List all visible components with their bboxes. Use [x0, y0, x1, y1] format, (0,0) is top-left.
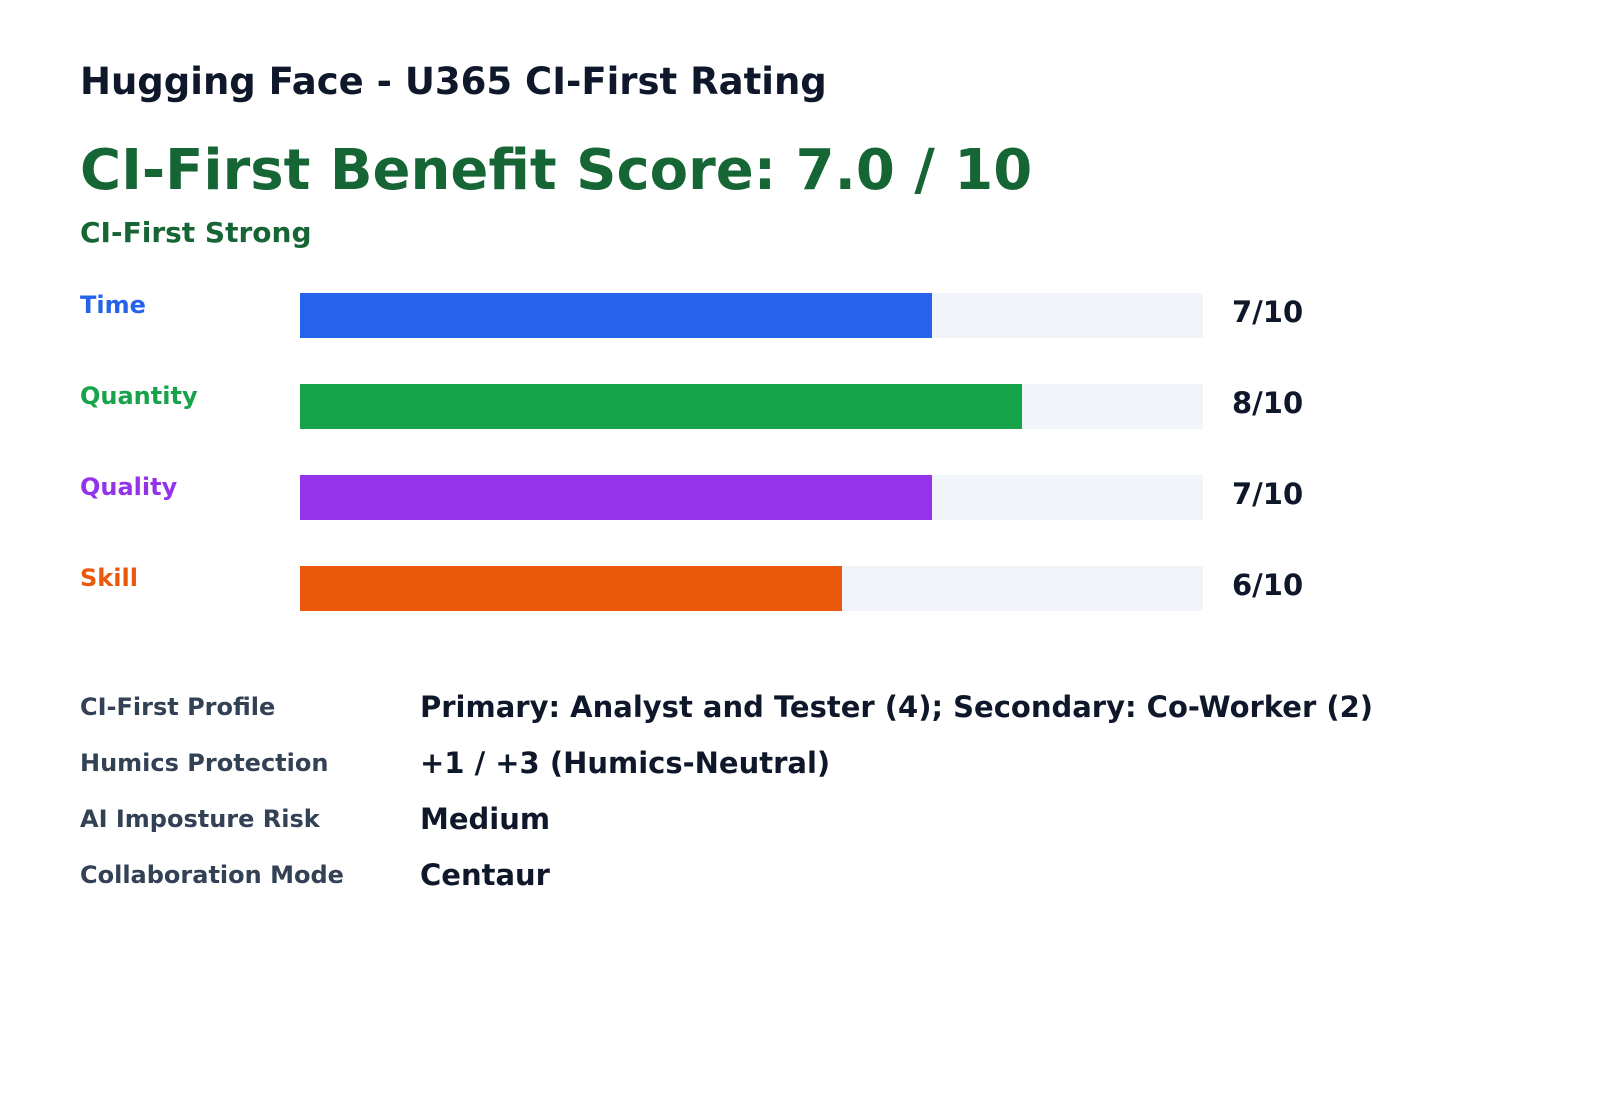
bar-track-skill — [300, 566, 1203, 611]
metric-value-quality: 7/10 — [1232, 477, 1304, 511]
detail-value: Centaur — [420, 858, 550, 892]
metric-label-quality: Quality — [80, 473, 178, 501]
detail-value: +1 / +3 (Humics-Neutral) — [420, 746, 831, 780]
metric-value-quantity: 8/10 — [1232, 386, 1304, 420]
page-title: Hugging Face - U365 CI-First Rating — [80, 60, 827, 103]
detail-label: Humics Protection — [80, 749, 329, 777]
detail-label: Collaboration Mode — [80, 861, 344, 889]
detail-label: CI-First Profile — [80, 693, 276, 721]
bar-track-time — [300, 293, 1203, 338]
metric-value-time: 7/10 — [1232, 295, 1304, 329]
metric-label-time: Time — [80, 291, 146, 319]
metric-value-skill: 6/10 — [1232, 568, 1304, 602]
bar-skill — [300, 566, 842, 611]
detail-value: Primary: Analyst and Tester (4); Seconda… — [420, 690, 1374, 724]
detail-value: Medium — [420, 802, 551, 836]
bar-track-quantity — [300, 384, 1203, 429]
detail-label: AI Imposture Risk — [80, 805, 320, 833]
score-headline: CI-First Benefit Score: 7.0 / 10 — [80, 138, 1033, 203]
score-subtitle: CI-First Strong — [80, 216, 312, 249]
bar-track-quality — [300, 475, 1203, 520]
metric-label-skill: Skill — [80, 564, 138, 592]
bar-quality — [300, 475, 933, 520]
bar-time — [300, 293, 933, 338]
bar-quantity — [300, 384, 1023, 429]
metric-label-quantity: Quantity — [80, 382, 198, 410]
